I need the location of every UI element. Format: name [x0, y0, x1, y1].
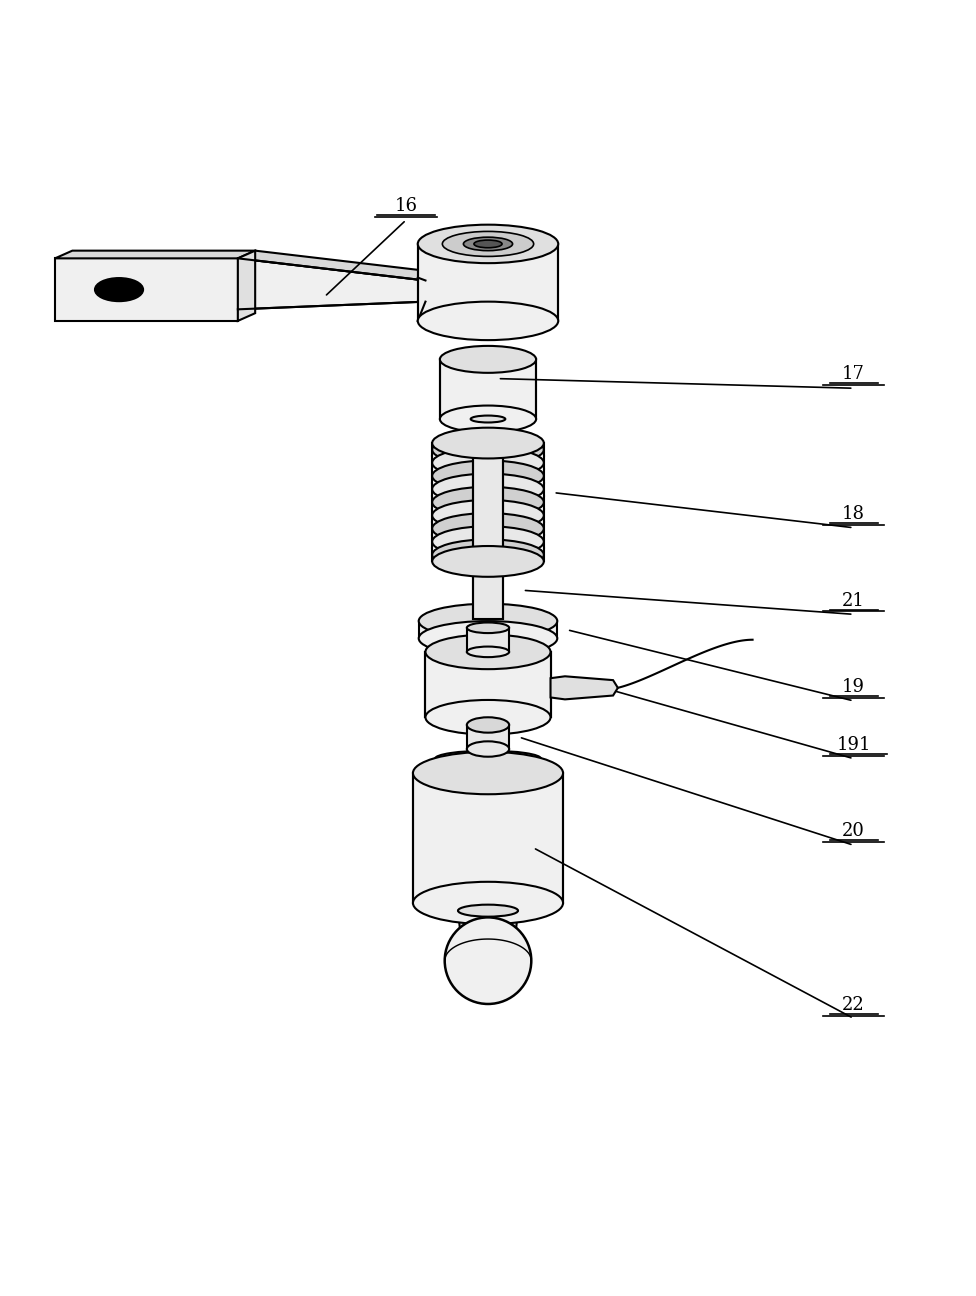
Text: 19: 19 [842, 678, 865, 696]
Ellipse shape [440, 346, 536, 373]
Bar [473, 639, 503, 649]
Ellipse shape [413, 881, 563, 924]
Bar [418, 244, 558, 321]
Ellipse shape [467, 741, 509, 757]
Polygon shape [458, 911, 518, 928]
Ellipse shape [467, 717, 509, 732]
Ellipse shape [432, 526, 544, 557]
Circle shape [445, 918, 531, 1004]
Polygon shape [238, 250, 255, 321]
Ellipse shape [95, 279, 143, 301]
Text: 21: 21 [842, 591, 865, 609]
Ellipse shape [432, 474, 544, 504]
Ellipse shape [458, 905, 518, 916]
Ellipse shape [419, 604, 557, 639]
Polygon shape [238, 250, 443, 280]
Ellipse shape [432, 500, 544, 531]
Bar [472, 433, 504, 619]
Ellipse shape [432, 539, 544, 570]
Ellipse shape [432, 428, 544, 459]
Text: 20: 20 [842, 823, 865, 840]
Bar [467, 724, 509, 749]
Polygon shape [55, 250, 255, 258]
Bar [470, 419, 506, 443]
Bar [440, 359, 536, 419]
Ellipse shape [472, 429, 504, 437]
Bar [426, 652, 550, 717]
Ellipse shape [470, 439, 506, 447]
Polygon shape [238, 258, 426, 310]
Ellipse shape [418, 302, 558, 340]
Ellipse shape [432, 513, 544, 544]
Ellipse shape [435, 750, 541, 766]
Ellipse shape [426, 700, 550, 735]
Ellipse shape [473, 647, 503, 653]
Ellipse shape [442, 232, 534, 257]
Bar [413, 774, 563, 903]
Ellipse shape [432, 460, 544, 491]
Bar [435, 758, 541, 774]
Text: 22: 22 [842, 995, 865, 1013]
Ellipse shape [419, 621, 557, 656]
Ellipse shape [432, 487, 544, 517]
Ellipse shape [432, 434, 544, 465]
Ellipse shape [105, 284, 133, 295]
Ellipse shape [413, 752, 563, 794]
Text: 16: 16 [394, 197, 418, 215]
Ellipse shape [418, 224, 558, 263]
Bar [419, 621, 557, 639]
Text: 191: 191 [836, 736, 871, 754]
Text: 18: 18 [842, 505, 865, 522]
Ellipse shape [426, 635, 550, 669]
Ellipse shape [467, 647, 509, 657]
Text: 17: 17 [842, 365, 865, 384]
Polygon shape [55, 258, 238, 321]
Polygon shape [550, 677, 618, 700]
Ellipse shape [432, 546, 544, 577]
Ellipse shape [440, 406, 536, 433]
Ellipse shape [467, 622, 509, 632]
Ellipse shape [470, 416, 506, 422]
Ellipse shape [432, 447, 544, 478]
Ellipse shape [474, 240, 502, 248]
Ellipse shape [464, 237, 512, 250]
Bar [467, 627, 509, 652]
Ellipse shape [435, 765, 541, 781]
